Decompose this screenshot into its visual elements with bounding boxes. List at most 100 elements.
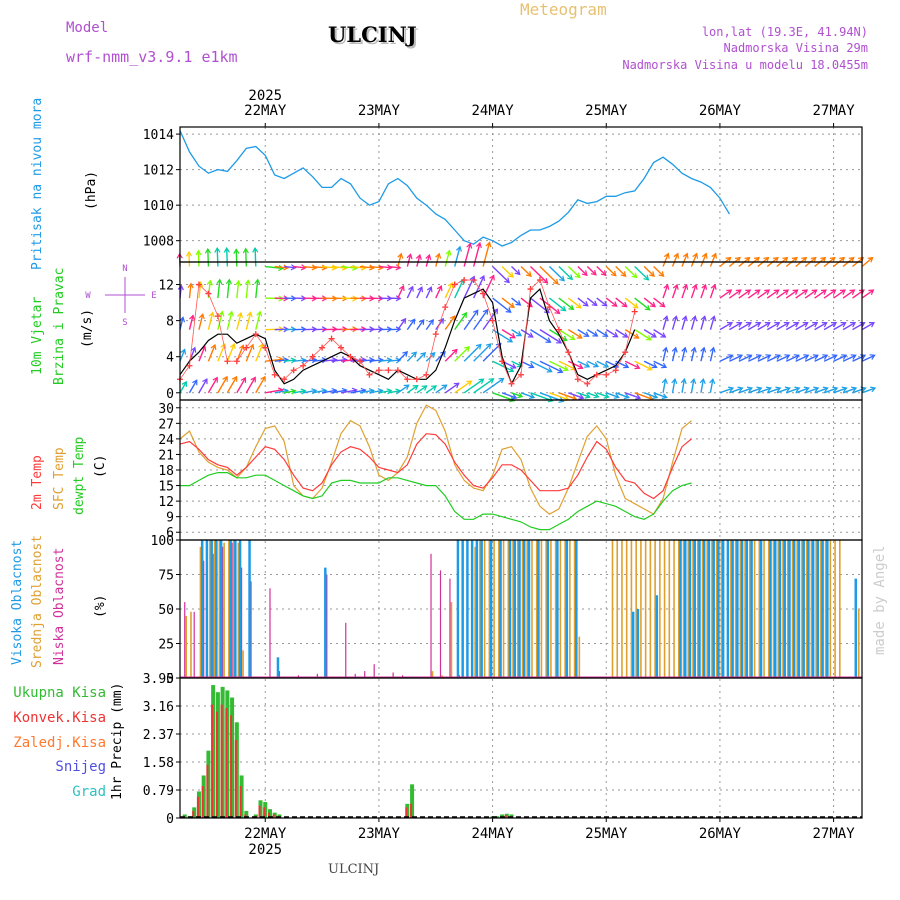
precip-legend-item: Grad bbox=[72, 784, 106, 800]
wind-arrow-head bbox=[545, 337, 552, 343]
elevation-info: Nadmorska Visina 29m bbox=[723, 41, 869, 55]
wind-arrow bbox=[331, 389, 347, 394]
wind-arrow-head bbox=[254, 278, 261, 285]
wind-arrow bbox=[671, 378, 676, 393]
wind-arrow-head bbox=[189, 314, 196, 321]
wind-arrow bbox=[747, 289, 761, 299]
wind-arrow bbox=[700, 253, 707, 267]
wind-arrow bbox=[700, 316, 706, 330]
wind-tick-label: 12 bbox=[158, 279, 174, 294]
wind-arrow-head bbox=[195, 249, 202, 256]
wind-arrow-head bbox=[377, 264, 384, 271]
wind-arrow bbox=[776, 322, 790, 331]
temp-tick-label: 6 bbox=[166, 526, 174, 541]
wind-arrow bbox=[690, 347, 696, 362]
wind-arrow-head bbox=[753, 256, 760, 263]
wind-arrow-head bbox=[763, 256, 770, 263]
wind-arrow bbox=[833, 387, 847, 394]
wind-arrow bbox=[331, 358, 347, 362]
wind-arrow-head bbox=[754, 289, 761, 295]
wind-arrow-head bbox=[583, 331, 590, 337]
wind-arrow bbox=[690, 284, 697, 299]
wind-arrow bbox=[245, 280, 249, 299]
precip-conv-bar bbox=[239, 786, 242, 818]
wind-arrow bbox=[738, 289, 751, 299]
wind-arrow-head bbox=[812, 322, 819, 328]
wind-arrow bbox=[606, 392, 619, 398]
day-label-bottom: 23MAY bbox=[358, 826, 401, 842]
wind-arrow bbox=[549, 360, 569, 371]
wind-arrow bbox=[359, 265, 374, 269]
wind-arrow-head bbox=[746, 354, 753, 360]
wind-arrow-head bbox=[290, 388, 297, 395]
wind-arrow-head bbox=[229, 343, 236, 350]
wind-arrow bbox=[757, 322, 771, 331]
wind-arrow bbox=[558, 266, 573, 280]
wind-arrow-head bbox=[671, 346, 678, 353]
wind-arrow-head bbox=[180, 348, 187, 355]
wind-arrow-head bbox=[611, 301, 618, 307]
wind-arrow bbox=[454, 279, 464, 299]
wind-arrow bbox=[520, 297, 533, 308]
wind-arrow bbox=[217, 376, 228, 394]
wind-arrow bbox=[558, 297, 574, 310]
wind-arrow bbox=[369, 389, 383, 394]
wind-arrow-head bbox=[764, 322, 771, 328]
wind-arrow-head bbox=[650, 332, 657, 338]
wind-arrow-head bbox=[395, 295, 402, 302]
wind-arrow-head bbox=[489, 274, 495, 281]
wind-arrow-head bbox=[231, 375, 238, 382]
day-label-bottom: 25MAY bbox=[585, 826, 628, 842]
wind-arrow bbox=[757, 289, 770, 299]
wind-arrow-head bbox=[406, 253, 413, 260]
wind-arrow-head bbox=[602, 331, 609, 337]
wind-arrow bbox=[795, 289, 808, 299]
wind-arrow bbox=[293, 359, 306, 362]
wind-arrow bbox=[861, 387, 876, 394]
wind-arrow-head bbox=[682, 252, 689, 259]
wind-arrow-head bbox=[485, 343, 492, 350]
wind-arrow-head bbox=[737, 386, 744, 393]
compass-e: E bbox=[151, 291, 156, 301]
wind-arrow bbox=[217, 279, 221, 299]
wind-arrow-head bbox=[765, 354, 772, 360]
wind-arrow-head bbox=[745, 322, 752, 328]
wind-arrow bbox=[312, 389, 327, 394]
precip-conv-bar bbox=[196, 796, 199, 818]
precip-conv-bar bbox=[405, 807, 408, 818]
wind-arrow-head bbox=[662, 315, 669, 322]
wind-arrow bbox=[463, 309, 479, 331]
cloud-tick-label: 50 bbox=[158, 603, 174, 618]
wind-arrow bbox=[265, 389, 283, 394]
wind-arrow bbox=[265, 265, 284, 270]
wind-arrow bbox=[804, 387, 819, 394]
wind-arrow-head bbox=[409, 318, 416, 325]
wind-arrow bbox=[378, 359, 392, 362]
pressure-tick-label: 1012 bbox=[143, 164, 174, 179]
wind-arrow-head bbox=[711, 252, 717, 259]
wind-arrow bbox=[586, 297, 598, 306]
wind-arrow-head bbox=[603, 362, 610, 368]
wind-arrow bbox=[709, 347, 715, 362]
wind-arrow bbox=[804, 322, 818, 331]
wind-arrow-head bbox=[709, 377, 716, 385]
wind-arrow bbox=[681, 378, 686, 393]
wind-arrow-head bbox=[793, 354, 800, 360]
wind-arrow bbox=[823, 354, 838, 362]
precip-tick-label: 3.95 bbox=[143, 672, 174, 687]
wind-arrow bbox=[709, 316, 715, 330]
wind-arrow bbox=[624, 360, 640, 369]
precip-conv-bar bbox=[220, 704, 223, 818]
precip-legend-item: Snijeg bbox=[55, 759, 106, 775]
wind-arrow bbox=[634, 329, 652, 341]
wind-arrow-head bbox=[822, 354, 829, 360]
precip-conv-bar bbox=[272, 814, 275, 818]
wind-arrow bbox=[719, 322, 733, 331]
wind-arrow bbox=[823, 289, 836, 299]
wind-arrow bbox=[188, 379, 198, 394]
wind-arrow-head bbox=[515, 300, 522, 306]
wind-arrow bbox=[795, 354, 809, 362]
wind-arrow-head bbox=[700, 315, 707, 322]
wind-arrow bbox=[719, 289, 732, 299]
wind-arrow-head bbox=[190, 346, 197, 353]
